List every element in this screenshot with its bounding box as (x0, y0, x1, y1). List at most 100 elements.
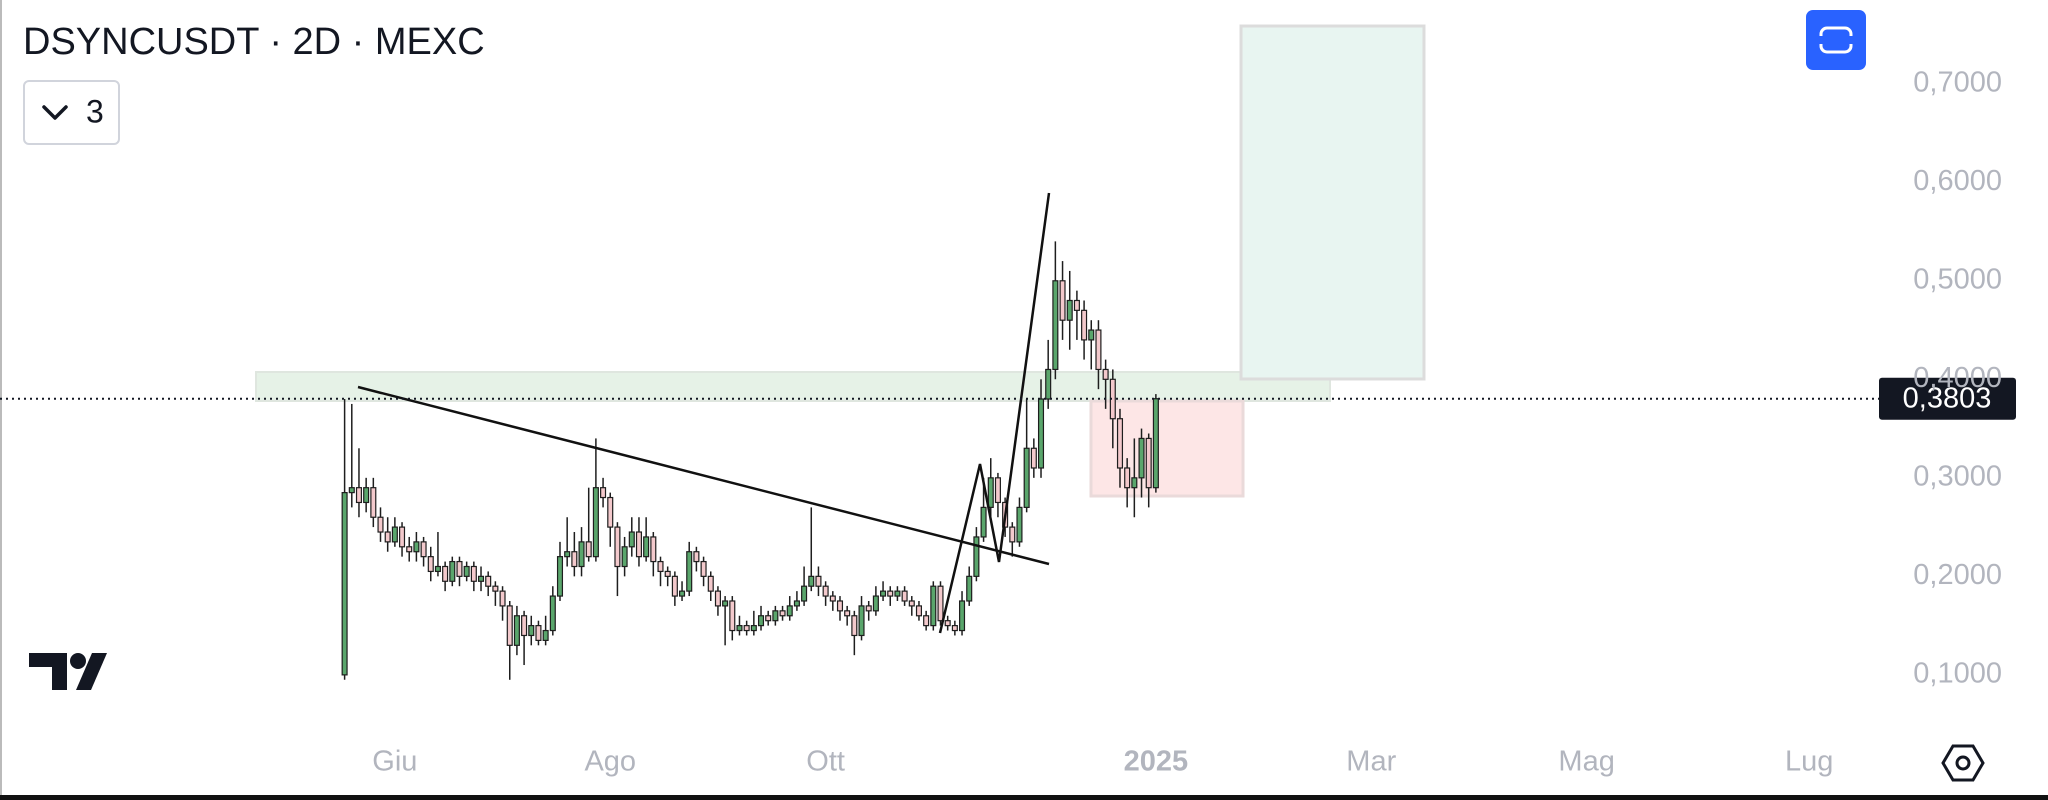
bottom-edge (0, 795, 2048, 800)
candles (341, 241, 1159, 680)
candle-body (1073, 299, 1080, 311)
candle-body (585, 541, 592, 558)
candle-body (628, 531, 635, 548)
candle-body (908, 600, 915, 607)
candle-body (521, 615, 528, 637)
candle-body (427, 556, 434, 573)
candle-body (456, 560, 463, 577)
candle-body (865, 605, 872, 612)
settings-button[interactable] (1941, 744, 1985, 782)
candle-body (492, 585, 499, 592)
candle-body (391, 526, 398, 543)
candle-body (564, 551, 571, 558)
x-tick-label: Giu (372, 746, 417, 778)
candle-body (858, 605, 865, 637)
candle-body (621, 546, 628, 568)
y-tick-label: 0,2000 (1913, 559, 2002, 591)
x-tick-label: Mag (1558, 746, 1614, 778)
y-tick-label: 0,1000 (1913, 658, 2002, 690)
candle-body (822, 585, 829, 597)
candle-body (614, 526, 621, 568)
candle-body (937, 585, 944, 622)
chevron-icon (42, 105, 68, 120)
candle-body (1116, 418, 1124, 469)
y-tick-label: 0,4000 (1913, 362, 2002, 394)
indicators-button[interactable] (23, 80, 120, 145)
candle-body (915, 605, 923, 617)
support-zone (255, 371, 1331, 402)
candle-body (1023, 447, 1030, 508)
candle-body (1066, 299, 1073, 321)
trend-line (357, 385, 1050, 566)
candle-body (786, 605, 793, 617)
candle-body (793, 600, 800, 607)
candle-body (1095, 329, 1102, 371)
candle-body (535, 625, 542, 641)
candle-body (664, 570, 671, 577)
candle-body (657, 560, 664, 573)
candle-body (506, 605, 513, 646)
candle-body (643, 536, 650, 558)
candle-body (923, 615, 930, 627)
candle-body (571, 551, 578, 568)
candle-body (700, 560, 707, 577)
candle-body (894, 590, 901, 597)
candle-body (485, 575, 492, 587)
candle-body (370, 487, 377, 518)
candle-body (399, 526, 406, 548)
candle-body (477, 575, 485, 582)
candle-body (1124, 467, 1131, 489)
candle-body (801, 585, 808, 602)
candle-body (765, 615, 772, 622)
candle-body (829, 595, 836, 602)
candle-body (355, 487, 363, 504)
y-tick-label: 0,5000 (1913, 263, 2002, 295)
candle-body (707, 575, 714, 592)
candle-body (951, 625, 958, 632)
candle-body (449, 560, 456, 582)
candle-body (872, 595, 879, 612)
stop-box (1089, 399, 1245, 498)
zigzag-line (938, 192, 1051, 634)
candle-body (592, 487, 599, 558)
candle-body (578, 541, 585, 568)
candle-body (887, 590, 894, 597)
last-price-label: 0,3803 (1903, 382, 1992, 414)
x-tick-label: 2025 (1124, 746, 1189, 778)
candle-body (815, 575, 822, 587)
candle-body (987, 477, 994, 508)
candle-body (722, 600, 729, 607)
candle-body (836, 600, 844, 612)
candle-body (880, 590, 887, 597)
candle-body (1009, 526, 1016, 543)
candle-body (693, 551, 700, 563)
chart-title: DSYNCUSDT · 2D · MEXC (23, 21, 485, 63)
candle-body (686, 551, 693, 592)
candle-body (1145, 437, 1152, 489)
candle-body (757, 615, 765, 627)
candle-body (1045, 368, 1052, 400)
x-tick-label: Mar (1346, 746, 1396, 778)
candle-body (556, 556, 564, 597)
candle-body (994, 477, 1001, 504)
candle-body (844, 610, 851, 617)
candle-body (1037, 398, 1045, 469)
candle-body (958, 600, 966, 632)
candle-body (363, 487, 370, 504)
candle-body (463, 565, 470, 577)
candle-body (930, 585, 937, 627)
last-price-box (1879, 377, 2016, 420)
x-axis: Giu Ago Ott 2025 Mar Mag Lug (372, 746, 1833, 778)
candle-body (341, 492, 348, 676)
candle-body (944, 620, 951, 627)
candle-body (1081, 309, 1088, 341)
candle-body (714, 590, 721, 607)
last-price: 0,3803 (0, 377, 2016, 420)
y-axis: 0,1000 0,2000 0,3000 0,4000 0,5000 0,6000 0,70… (1913, 66, 2002, 689)
candle-body (1016, 506, 1023, 543)
candle-body (679, 590, 686, 597)
candle-body (1152, 398, 1159, 489)
candle-body (1102, 368, 1109, 380)
